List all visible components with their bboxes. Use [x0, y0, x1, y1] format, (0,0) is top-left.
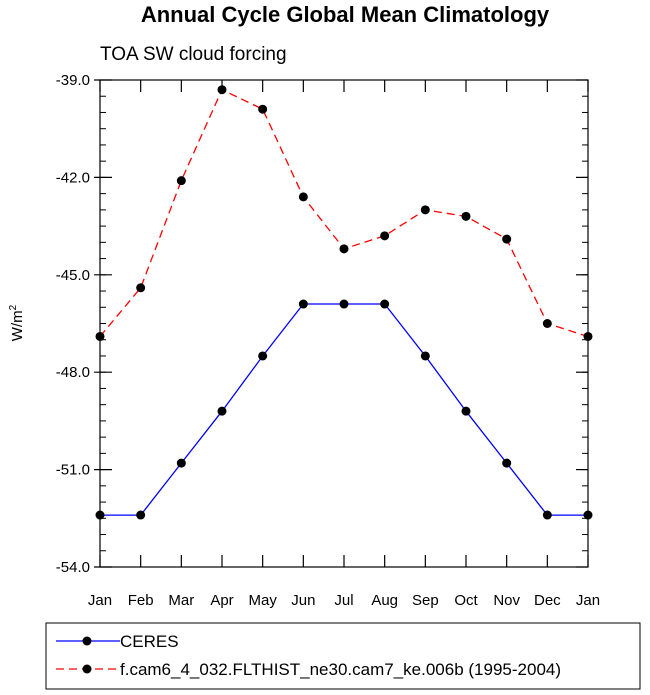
- data-point-model: [380, 231, 390, 241]
- x-tick-label: Jan: [88, 592, 112, 609]
- y-tick-label: -54.0: [56, 559, 90, 576]
- legend-marker-model: [82, 664, 92, 674]
- data-point-model: [542, 319, 552, 328]
- legend-label-ceres: CERES: [120, 632, 179, 651]
- x-tick-label: Jul: [334, 592, 353, 609]
- minor-ticks: [100, 79, 588, 568]
- data-point-ceres: [217, 406, 227, 416]
- data-point-model: [420, 205, 430, 215]
- x-tick-label: Sep: [412, 592, 439, 609]
- data-point-ceres: [380, 299, 390, 309]
- legend-box: [45, 622, 641, 690]
- major-ticks: [94, 79, 589, 568]
- data-point-model: [176, 176, 186, 186]
- x-tick-label: Mar: [168, 592, 194, 609]
- x-tick-label: Jan: [576, 592, 600, 609]
- y-tick-label: -51.0: [56, 462, 90, 479]
- x-tick-labels: Jan Feb Mar Apr May Jun Jul Aug Sep Oct Nov Dec Jan: [88, 592, 600, 609]
- svg-text:W/m2: W/m2: [8, 304, 26, 341]
- x-tick-label: Jun: [291, 592, 315, 609]
- data-point-model: [461, 211, 471, 221]
- data-point-model: [136, 283, 146, 293]
- x-tick-label: Dec: [534, 592, 561, 609]
- x-tick-label: Feb: [128, 592, 154, 609]
- data-point-ceres: [339, 299, 349, 309]
- x-tick-label: Nov: [493, 592, 520, 609]
- data-point-model: [339, 244, 349, 254]
- y-tick-labels: -54.0 -51.0 -48.0 -45.0 -42.0 -39.0: [56, 72, 90, 576]
- series-line-ceres: [100, 303, 588, 516]
- chart-subtitle: TOA SW cloud forcing: [100, 44, 287, 65]
- data-point-model: [502, 234, 512, 244]
- legend-label-model: f.cam6_4_032.FLTHIST_ne30.cam7_ke.006b (…: [120, 660, 561, 679]
- data-point-ceres: [542, 510, 552, 520]
- series-markers: [95, 85, 593, 520]
- y-tick-label: -48.0: [56, 364, 90, 381]
- data-point-ceres: [420, 351, 430, 361]
- x-tick-label: May: [248, 592, 277, 609]
- legend: CERES f.cam6_4_032.FLTHIST_ne30.cam7_ke.…: [45, 622, 641, 690]
- data-point-model: [217, 85, 227, 95]
- x-tick-label: Aug: [371, 592, 398, 609]
- y-tick-label: -39.0: [56, 72, 90, 89]
- data-point-ceres: [502, 458, 512, 468]
- data-point-ceres: [298, 299, 308, 309]
- y-axis-label-superscript: 2: [8, 304, 19, 310]
- y-tick-label: -45.0: [56, 267, 90, 284]
- data-point-ceres: [461, 406, 471, 416]
- y-tick-label: -42.0: [56, 169, 90, 186]
- chart-title: Annual Cycle Global Mean Climatology: [141, 2, 550, 27]
- x-tick-label: Apr: [210, 592, 233, 609]
- data-point-model: [258, 104, 268, 114]
- data-point-model: [298, 192, 308, 202]
- x-tick-label: Oct: [454, 592, 478, 609]
- legend-marker-ceres: [82, 636, 92, 646]
- y-axis-label-text: W/m: [9, 310, 26, 341]
- series-line-model: [99, 88, 589, 338]
- data-point-ceres: [258, 351, 268, 361]
- y-axis-label: W/m2: [8, 304, 26, 341]
- data-point-ceres: [176, 458, 186, 468]
- plot-frame: [99, 79, 589, 568]
- data-point-ceres: [136, 510, 146, 520]
